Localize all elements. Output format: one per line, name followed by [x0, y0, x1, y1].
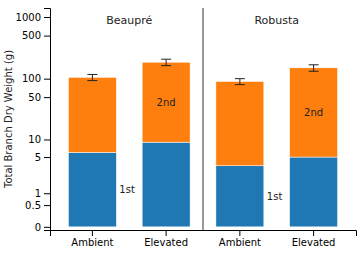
x-tick: Ambient: [71, 230, 113, 248]
y-tick-label: 100: [22, 73, 41, 84]
x-axis-line: [51, 231, 357, 237]
error-bar-cap: [161, 59, 171, 60]
error-bar-stem: [313, 65, 314, 71]
y-tick-mark: [44, 157, 50, 158]
error-bar-cap: [235, 84, 245, 85]
bar: [142, 62, 190, 142]
y-tick-mark: [44, 36, 50, 37]
plot: 00.51510501005001000AmbientElevatedAmbie…: [16, 8, 357, 248]
x-tick: Ambient: [219, 230, 261, 248]
y-tick: 1000: [16, 12, 50, 23]
group-label: Beaupré: [106, 14, 152, 27]
bar: [68, 152, 116, 226]
y-tick-mark: [44, 227, 50, 228]
season-label: 2nd: [157, 97, 176, 108]
y-tick-mark: [44, 193, 50, 194]
error-bar: [309, 65, 319, 71]
season-label: 1st: [267, 191, 283, 202]
error-bar-stem: [239, 79, 240, 85]
y-tick-mark: [44, 17, 50, 18]
bar: [142, 142, 190, 227]
error-bar: [87, 74, 97, 80]
y-tick-mark: [44, 97, 50, 98]
x-tick-mark: [166, 230, 167, 236]
bar: [290, 157, 338, 227]
y-tick-label: 1000: [16, 12, 41, 23]
group-divider: [203, 8, 204, 230]
y-tick-label: 500: [22, 30, 41, 41]
error-bar-cap: [235, 78, 245, 79]
group-label: Robusta: [254, 14, 299, 27]
season-label: 1st: [119, 184, 135, 195]
x-tick-label: Ambient: [71, 237, 113, 248]
x-tick-mark: [239, 230, 240, 236]
error-bar-cap: [87, 74, 97, 75]
y-tick-label: 0: [35, 222, 41, 233]
y-tick: 100: [22, 73, 50, 84]
error-bar-cap: [87, 80, 97, 81]
y-tick-mark: [44, 79, 50, 80]
x-tick-label: Elevated: [292, 237, 336, 248]
bar: [216, 81, 264, 165]
y-axis-line: [44, 9, 51, 231]
bar: [68, 77, 116, 152]
season-label: 2nd: [304, 107, 323, 118]
error-bar-cap: [309, 64, 319, 65]
y-tick: 500: [22, 30, 50, 41]
error-bar-stem: [92, 74, 93, 80]
error-bar: [161, 59, 171, 65]
y-tick: 0.5: [25, 200, 50, 211]
y-tick: 0: [35, 222, 50, 233]
y-tick-label: 5: [35, 152, 41, 163]
x-tick-mark: [313, 230, 314, 236]
y-tick-label: 50: [28, 92, 41, 103]
bar: [216, 166, 264, 227]
y-tick-label: 1: [35, 188, 41, 199]
y-tick: 5: [35, 152, 50, 163]
error-bar-cap: [161, 65, 171, 66]
y-tick: 10: [28, 134, 50, 145]
y-axis-title: Total Branch Dry Weight (g): [3, 50, 14, 189]
x-tick-label: Elevated: [144, 237, 188, 248]
error-bar: [235, 79, 245, 85]
y-tick-mark: [44, 139, 50, 140]
y-tick-label: 10: [28, 134, 41, 145]
x-axis: Ambient Elevated Ambient Elevated: [51, 230, 357, 248]
error-bar-stem: [166, 59, 167, 65]
y-tick: 1: [35, 188, 50, 199]
x-tick: Elevated: [292, 230, 336, 248]
x-tick: Elevated: [144, 230, 188, 248]
chart: 00.51510501005001000AmbientElevatedAmbie…: [0, 0, 364, 254]
y-tick: 50: [28, 92, 50, 103]
bar: [290, 68, 338, 157]
x-tick-mark: [92, 230, 93, 236]
y-tick-mark: [44, 205, 50, 206]
y-axis: 0 0.51 5 10 50 100 500 1000: [16, 9, 51, 233]
y-tick-label: 0.5: [25, 200, 41, 211]
error-bar-cap: [309, 71, 319, 72]
x-tick-label: Ambient: [219, 237, 261, 248]
